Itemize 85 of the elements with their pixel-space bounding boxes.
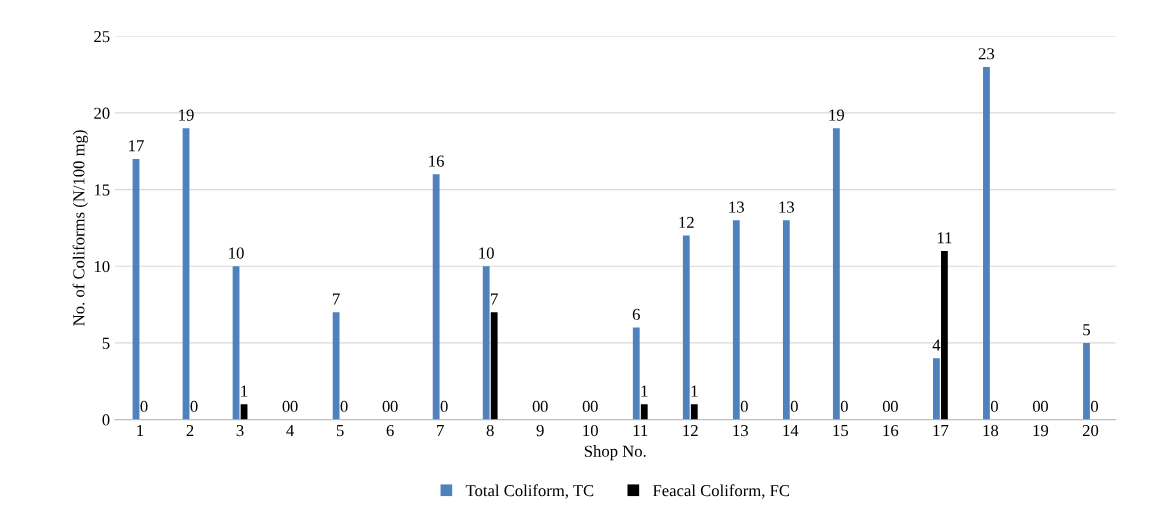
data-label: 0	[1032, 400, 1040, 413]
data-label: 0	[840, 400, 848, 413]
y-tick-label: 0	[102, 414, 110, 426]
data-label: 13	[729, 201, 744, 213]
bar	[983, 66, 990, 420]
data-label: 16	[429, 155, 444, 167]
y-tick-label: 5	[102, 337, 110, 349]
data-label: 7	[333, 293, 340, 305]
data-label: 23	[978, 48, 995, 60]
data-label: 0	[1040, 400, 1048, 413]
bar	[832, 128, 840, 420]
bar	[482, 266, 490, 420]
x-tick-label: 13	[733, 424, 748, 437]
bar	[782, 220, 790, 420]
x-tick-label: 6	[386, 424, 394, 437]
data-label: 5	[1083, 324, 1090, 336]
data-label: 0	[590, 400, 598, 413]
data-label: 19	[829, 109, 845, 121]
data-label: 0	[282, 400, 290, 413]
x-tick-label: 3	[236, 424, 244, 437]
bar	[732, 220, 740, 420]
data-label: 0	[140, 400, 148, 413]
x-tick-label: 9	[536, 424, 544, 437]
data-label: 0	[540, 400, 548, 413]
data-label: 11	[937, 232, 952, 244]
data-label: 0	[390, 400, 398, 413]
y-axis-title: No. of Coliforms (N/100 mg)	[72, 130, 88, 326]
data-label: 0	[882, 400, 890, 413]
data-label: 0	[890, 400, 898, 413]
x-tick-label: 16	[883, 424, 899, 437]
data-label: 6	[632, 308, 640, 321]
x-tick-label: 5	[336, 425, 344, 437]
data-label: 13	[779, 201, 795, 213]
legend-label: Feacal Coliform, FC	[652, 484, 790, 499]
x-tick-label: 1	[137, 425, 144, 437]
data-label: 0	[990, 400, 998, 413]
data-label: 4	[932, 339, 941, 351]
x-tick-label: 11	[633, 425, 648, 437]
data-label: 0	[790, 400, 798, 413]
bar	[640, 404, 648, 420]
data-label: 7	[491, 293, 498, 305]
data-label: 10	[229, 247, 244, 259]
y-tick-label: 20	[94, 107, 110, 119]
data-label: 0	[290, 400, 298, 413]
x-tick-label: 19	[1033, 424, 1049, 437]
x-tick-label: 10	[583, 424, 598, 437]
bar	[933, 358, 940, 420]
data-label: 17	[129, 140, 144, 152]
bar	[682, 235, 690, 420]
bar	[1083, 342, 1090, 420]
data-label: 0	[532, 400, 540, 413]
y-tick-label: 10	[94, 260, 110, 273]
data-label: 10	[479, 247, 494, 259]
x-tick-label: 17	[933, 425, 949, 437]
data-label: 0	[1090, 400, 1099, 413]
data-label: 0	[582, 400, 590, 413]
x-axis-title: Shop No.	[584, 445, 646, 461]
x-tick-label: 8	[486, 424, 494, 437]
bar	[332, 312, 340, 420]
bar	[432, 174, 440, 420]
x-tick-label: 18	[983, 424, 999, 437]
y-tick-label: 15	[94, 184, 110, 196]
data-label: 0	[382, 400, 390, 413]
data-label: 12	[679, 216, 694, 228]
x-tick-label: 12	[683, 424, 698, 437]
data-label: 0	[340, 400, 348, 413]
data-label: 0	[440, 400, 448, 413]
data-label: 0	[190, 400, 198, 413]
data-label: 19	[179, 109, 194, 121]
data-label: 0	[740, 400, 748, 413]
bar	[490, 312, 498, 420]
data-label: 1	[641, 385, 648, 397]
x-tick-label: 4	[286, 425, 294, 437]
x-tick-label: 2	[186, 424, 194, 437]
data-label: 1	[241, 385, 248, 397]
bar	[941, 250, 948, 420]
bar	[632, 327, 640, 420]
y-tick-label: 25	[94, 31, 110, 43]
legend-label: Total Coliform, TC	[465, 484, 594, 499]
data-label: 1	[691, 385, 698, 397]
bar	[690, 404, 698, 420]
x-tick-label: 7	[437, 425, 444, 437]
x-tick-label: 15	[833, 425, 849, 437]
x-tick-label: 14	[783, 425, 799, 437]
x-tick-label: 20	[1082, 424, 1099, 437]
